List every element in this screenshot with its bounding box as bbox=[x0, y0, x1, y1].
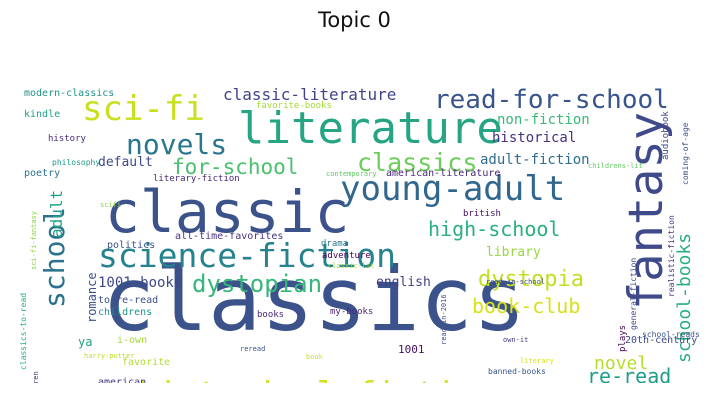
cloud-word-21: adult bbox=[47, 190, 66, 238]
cloud-word-57: my-books bbox=[330, 307, 373, 317]
cloud-word-59: i-own bbox=[117, 335, 147, 346]
cloud-word-26: default bbox=[98, 155, 153, 170]
cloud-word-23: historical bbox=[492, 130, 576, 146]
cloud-word-45: all-time-favorites bbox=[175, 231, 283, 242]
cloud-word-68: school-reads bbox=[642, 330, 699, 339]
cloud-word-61: 1001 bbox=[398, 343, 425, 356]
cloud-word-63: read-in-2016 bbox=[440, 294, 448, 345]
cloud-word-36: literary-fiction bbox=[153, 174, 240, 184]
cloud-word-27: english bbox=[376, 275, 431, 290]
cloud-word-20: novel bbox=[594, 353, 648, 374]
cloud-word-46: drama bbox=[321, 239, 348, 249]
cloud-word-1: classic bbox=[105, 178, 349, 246]
cloud-word-53: classics-to-read bbox=[19, 293, 28, 370]
page-title: Topic 0 bbox=[318, 8, 391, 32]
cloud-word-69: 20th-century bbox=[625, 335, 697, 346]
cloud-word-67: plays bbox=[618, 325, 628, 352]
cloud-word-70: banned-books bbox=[488, 367, 546, 376]
cloud-word-12: classics bbox=[357, 148, 477, 177]
cloud-word-49: british bbox=[463, 209, 501, 219]
cloud-word-41: coming-of-age bbox=[681, 122, 690, 185]
cloud-word-72: american bbox=[98, 377, 146, 383]
cloud-word-28: library bbox=[486, 245, 541, 260]
cloud-word-65: literary bbox=[520, 357, 554, 365]
cloud-word-2: fantasy bbox=[619, 112, 674, 310]
cloud-word-24: adult-fiction bbox=[480, 152, 590, 168]
cloud-word-51: general-fiction bbox=[629, 258, 638, 330]
cloud-word-56: books bbox=[257, 310, 284, 320]
cloud-word-34: poetry bbox=[24, 168, 60, 179]
cloud-word-25: non-fiction bbox=[497, 112, 590, 128]
cloud-word-35: philosophy bbox=[52, 158, 100, 167]
cloud-word-33: history bbox=[48, 134, 87, 144]
cloud-word-29: romance bbox=[85, 272, 99, 323]
cloud-word-19: classic-literature bbox=[223, 85, 396, 104]
cloud-word-30: american-literature bbox=[386, 168, 500, 179]
cloud-word-3: literature bbox=[238, 103, 503, 154]
cloud-word-42: scifi bbox=[100, 201, 121, 209]
cloud-word-10: dystopian bbox=[192, 270, 322, 298]
cloud-word-50: read-in-school bbox=[486, 278, 545, 286]
cloud-word-58: ya bbox=[78, 335, 92, 349]
cloud-word-7: school bbox=[38, 207, 71, 308]
cloud-word-9: novels bbox=[126, 128, 227, 161]
cloud-word-44: politics bbox=[107, 240, 155, 251]
cloud-word-43: sci-fi-fantasy bbox=[30, 211, 38, 270]
cloud-word-39: childrens-lit bbox=[588, 162, 643, 170]
cloud-word-11: read-for-school bbox=[434, 85, 669, 115]
cloud-word-47: adventure bbox=[322, 251, 371, 261]
cloud-word-73: children bbox=[32, 371, 40, 383]
cloud-word-5: young-adult bbox=[340, 169, 565, 209]
cloud-word-64: own-it bbox=[503, 336, 528, 344]
cloud-word-16: school-books bbox=[674, 233, 695, 363]
cloud-word-22: 1001-books bbox=[98, 275, 182, 291]
cloud-word-8: sci-fi bbox=[82, 89, 205, 129]
cloud-word-62: reread bbox=[240, 345, 265, 353]
cloud-word-14: high-school bbox=[428, 217, 560, 241]
cloud-word-31: modern-classics bbox=[24, 88, 114, 99]
cloud-word-55: childrens bbox=[98, 307, 152, 318]
cloud-word-13: dystopia bbox=[478, 267, 584, 292]
cloud-word-4: science-fiction bbox=[98, 236, 396, 275]
cloud-word-38: contemporary bbox=[326, 170, 377, 178]
cloud-word-17: re-read bbox=[587, 364, 671, 383]
cloud-word-60: favorite bbox=[122, 357, 170, 368]
cloud-word-52: realistic-fiction bbox=[667, 215, 676, 297]
cloud-word-71: harry-potter bbox=[84, 352, 135, 360]
cloud-word-6: historical-fiction bbox=[138, 374, 496, 383]
cloud-word-48: classic-lit bbox=[328, 262, 374, 270]
cloud-word-40: audiobook bbox=[661, 111, 671, 160]
cloud-word-15: book-club bbox=[472, 294, 580, 318]
cloud-word-32: kindle bbox=[24, 109, 60, 120]
cloud-word-0: classics bbox=[102, 248, 526, 351]
cloud-word-18: for-school bbox=[172, 155, 298, 179]
cloud-word-37: favorite-books bbox=[256, 101, 332, 111]
cloud-word-54: to-re-read bbox=[98, 295, 158, 306]
cloud-word-66: book bbox=[306, 353, 324, 361]
